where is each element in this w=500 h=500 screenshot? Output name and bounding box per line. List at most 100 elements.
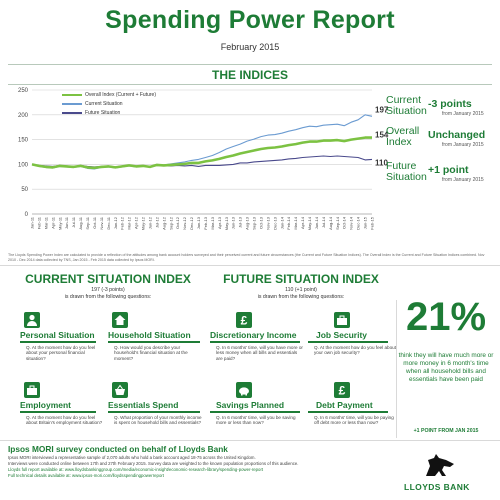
item-question: Q. In 6 months' time, will you be saving… [216,414,296,426]
x-tick-label: Mar-14 [293,216,298,229]
item-question: Q. At the moment how do you feel about B… [26,414,103,426]
item-name: Debt Payment [316,400,373,410]
section-title-indices: THE INDICES [211,68,288,82]
divider [210,411,300,413]
x-tick-label: Dec-11 [106,216,111,229]
x-tick-label: Mar-12 [127,216,132,229]
divider [308,411,388,413]
page-subtitle: February 2015 [220,42,280,52]
x-tick-label: Jun-12 [147,216,152,229]
x-tick-label: Feb-13 [203,216,208,229]
current-item-household: Household Situation Q. How would you des… [108,312,204,361]
person-icon [24,312,40,328]
legend-label: Overall Index (Current + Future) [85,91,156,98]
end-value-label: 110 [375,158,388,167]
side-value: -3 points [428,98,472,110]
item-name: Savings Planned [216,400,285,410]
x-tick-label: Oct-12 [175,216,180,229]
divider [108,341,200,343]
x-tick-label: Dec-12 [189,216,194,230]
item-name: Discretionary Income [210,330,297,340]
side-value: Unchanged [428,129,486,141]
x-tick-label: Aug-13 [245,216,250,230]
side-label: Future [386,160,417,172]
divider [8,64,492,65]
side-current: Current Situation -3 points from January… [386,95,500,125]
brand-name: LLOYDS BANK [404,482,470,492]
side-sub: from January 2015 [442,177,484,183]
end-value-label: 154 [375,131,389,140]
horse-logo-icon [426,454,454,476]
technical-details-link[interactable]: Full technical details available at: www… [8,473,164,478]
item-question: Q. In 6 months' time, will you be paying… [314,414,394,426]
piggy-bank-icon [236,382,252,398]
divider [8,84,492,85]
item-name: Employment [20,400,72,410]
current-item-employment: Employment Q. At the moment how do you f… [20,382,104,426]
divider [0,265,500,266]
highlight-percent: 21% [405,295,487,339]
pound-icon: £ [236,312,252,328]
pound-icon: £ [334,382,350,398]
x-tick-label: Jan-12 [113,216,118,229]
current-index-title: CURRENT SITUATION INDEX [25,272,191,286]
side-label: Situation [386,105,427,117]
x-tick-label: May-13 [224,216,229,230]
x-tick-label: Sep-12 [168,216,173,230]
side-future: Future Situation +1 point from January 2… [386,161,500,191]
chart-note: The Lloyds Spending Power Index are calc… [8,253,485,262]
report-link[interactable]: Lloyds full report available at: www.llo… [8,467,264,472]
current-item-essentials: Essentials Spend Q. What proportion of y… [108,382,204,426]
x-tick-label: Mar-13 [210,216,215,229]
side-overall: Overall Index Unchanged from January 201… [386,126,500,156]
item-question: Q. In 6 months' time, will you have more… [216,344,303,361]
x-tick-label: Jun-13 [231,216,236,229]
x-tick-label: Oct-11 [92,216,97,228]
briefcase-icon [24,382,40,398]
legend-item-overall: Overall Index (Current + Future) [62,90,156,99]
x-tick-label: Jun-11 [64,216,69,229]
x-tick-label: Oct-13 [258,216,263,229]
x-tick-label: Jul-11 [71,216,76,227]
divider [308,341,388,343]
x-tick-label: Sep-13 [252,216,257,230]
x-tick-label: Aug-11 [78,216,83,229]
footer-title: Ipsos MORI survey conducted on behalf of… [8,444,228,454]
x-tick-label: Nov-14 [349,216,354,230]
item-question: Q. What proportion of your monthly incom… [114,414,202,426]
x-tick-label: Sep-14 [335,216,340,230]
x-tick-label: May-11 [57,216,62,230]
x-tick-label: Feb-14 [286,216,291,229]
future-item-job-security: Job Security Q. At the moment how do you… [308,312,396,356]
x-tick-label: Nov-11 [99,216,104,229]
highlight-note: +1 POINT FROM JAN 2015 [413,428,479,434]
current-index-sub1: 197 (-3 points) [91,287,125,293]
x-tick-label: May-14 [307,216,312,230]
item-question: Q. At the moment how do you feel about y… [26,344,96,361]
future-index-title: FUTURE SITUATION INDEX [223,272,379,286]
y-tick-label: 100 [18,162,29,168]
item-name: Essentials Spend [108,400,179,410]
side-label: Overall [386,125,420,137]
y-tick-label: 0 [25,212,29,218]
x-tick-label: Aug-12 [161,216,166,230]
x-tick-label: Apr-13 [217,216,222,229]
current-item-personal: Personal Situation Q. At the moment how … [20,312,104,361]
x-tick-label: Oct-14 [342,216,347,229]
item-question: Q. How would you describe your household… [114,344,188,361]
x-tick-label: Jun-14 [314,216,319,229]
y-tick-label: 250 [18,88,29,94]
x-tick-label: Mar-11 [43,216,48,229]
legend-label: Current Situation [85,100,123,107]
future-index-sub1: 110 (+1 point) [285,287,317,293]
current-index-sub2: is drawn from the following questions: [64,294,152,300]
divider [210,341,300,343]
x-tick-label: Jan-11 [30,216,35,229]
divider [20,411,96,413]
legend-item-future: Future Situation [62,108,156,117]
page-title: Spending Power Report [105,6,395,34]
y-tick-label: 200 [18,113,29,119]
divider [20,341,96,343]
x-tick-label: Feb-12 [120,216,125,229]
x-tick-label: Jan-15 [363,216,368,229]
